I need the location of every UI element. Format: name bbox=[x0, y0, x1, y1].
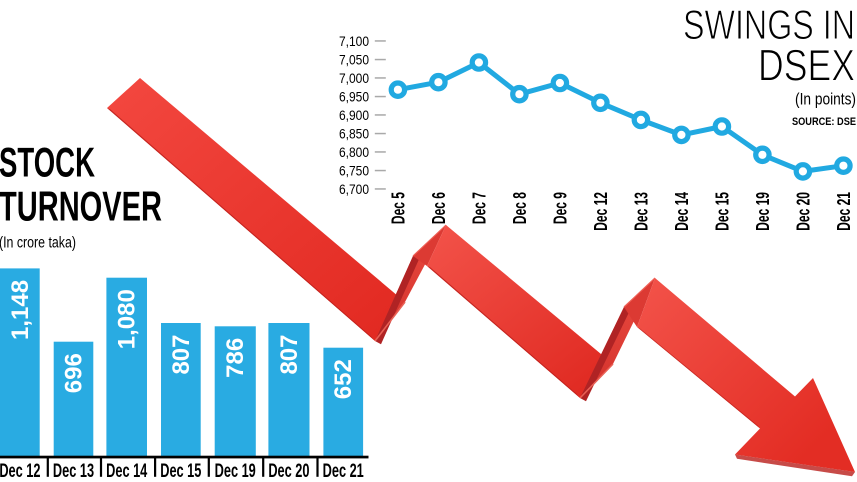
svg-text:Dec 20: Dec 20 bbox=[268, 460, 309, 481]
svg-text:696: 696 bbox=[60, 353, 87, 393]
svg-text:(In points): (In points) bbox=[795, 90, 856, 109]
svg-text:TURNOVER: TURNOVER bbox=[0, 183, 162, 230]
svg-text:652: 652 bbox=[330, 359, 357, 399]
svg-text:1,080: 1,080 bbox=[114, 289, 141, 349]
svg-text:7,050: 7,050 bbox=[339, 52, 369, 68]
svg-text:SOURCE: DSE: SOURCE: DSE bbox=[792, 116, 856, 128]
svg-text:Dec 19: Dec 19 bbox=[754, 192, 774, 231]
svg-text:Dec 14: Dec 14 bbox=[106, 460, 148, 481]
svg-text:Dec 8: Dec 8 bbox=[511, 192, 531, 224]
svg-text:Dec 13: Dec 13 bbox=[53, 460, 94, 481]
svg-text:6,950: 6,950 bbox=[339, 89, 369, 105]
svg-text:Dec 21: Dec 21 bbox=[835, 192, 855, 231]
svg-text:(In crore taka): (In crore taka) bbox=[0, 235, 76, 252]
svg-text:Dec 13: Dec 13 bbox=[632, 192, 652, 231]
svg-text:Dec 9: Dec 9 bbox=[551, 192, 571, 224]
svg-text:Dec 12: Dec 12 bbox=[0, 460, 40, 481]
svg-text:1,148: 1,148 bbox=[7, 280, 34, 340]
svg-text:Dec 21: Dec 21 bbox=[323, 460, 364, 481]
svg-text:7,000: 7,000 bbox=[339, 70, 369, 86]
svg-text:DSEX: DSEX bbox=[758, 42, 855, 91]
svg-text:807: 807 bbox=[276, 335, 303, 375]
svg-text:STOCK: STOCK bbox=[0, 138, 95, 185]
svg-text:6,900: 6,900 bbox=[339, 107, 369, 123]
svg-text:Dec 5: Dec 5 bbox=[389, 192, 409, 224]
svg-text:Dec 14: Dec 14 bbox=[673, 192, 693, 231]
svg-text:6,700: 6,700 bbox=[339, 181, 369, 197]
svg-text:Dec 20: Dec 20 bbox=[794, 192, 814, 231]
svg-text:6,750: 6,750 bbox=[339, 163, 369, 179]
svg-text:7,100: 7,100 bbox=[339, 33, 369, 49]
svg-text:Dec 19: Dec 19 bbox=[215, 460, 256, 481]
svg-text:Dec 12: Dec 12 bbox=[592, 192, 612, 231]
svg-text:786: 786 bbox=[222, 338, 249, 378]
svg-text:SWINGS IN: SWINGS IN bbox=[683, 1, 855, 48]
svg-text:Dec 15: Dec 15 bbox=[160, 460, 201, 481]
svg-text:Dec 6: Dec 6 bbox=[430, 192, 450, 224]
svg-text:6,850: 6,850 bbox=[339, 126, 369, 142]
svg-text:807: 807 bbox=[168, 335, 195, 375]
svg-text:Dec 15: Dec 15 bbox=[713, 192, 733, 231]
svg-text:Dec 7: Dec 7 bbox=[470, 192, 490, 224]
svg-text:6,800: 6,800 bbox=[339, 144, 369, 160]
